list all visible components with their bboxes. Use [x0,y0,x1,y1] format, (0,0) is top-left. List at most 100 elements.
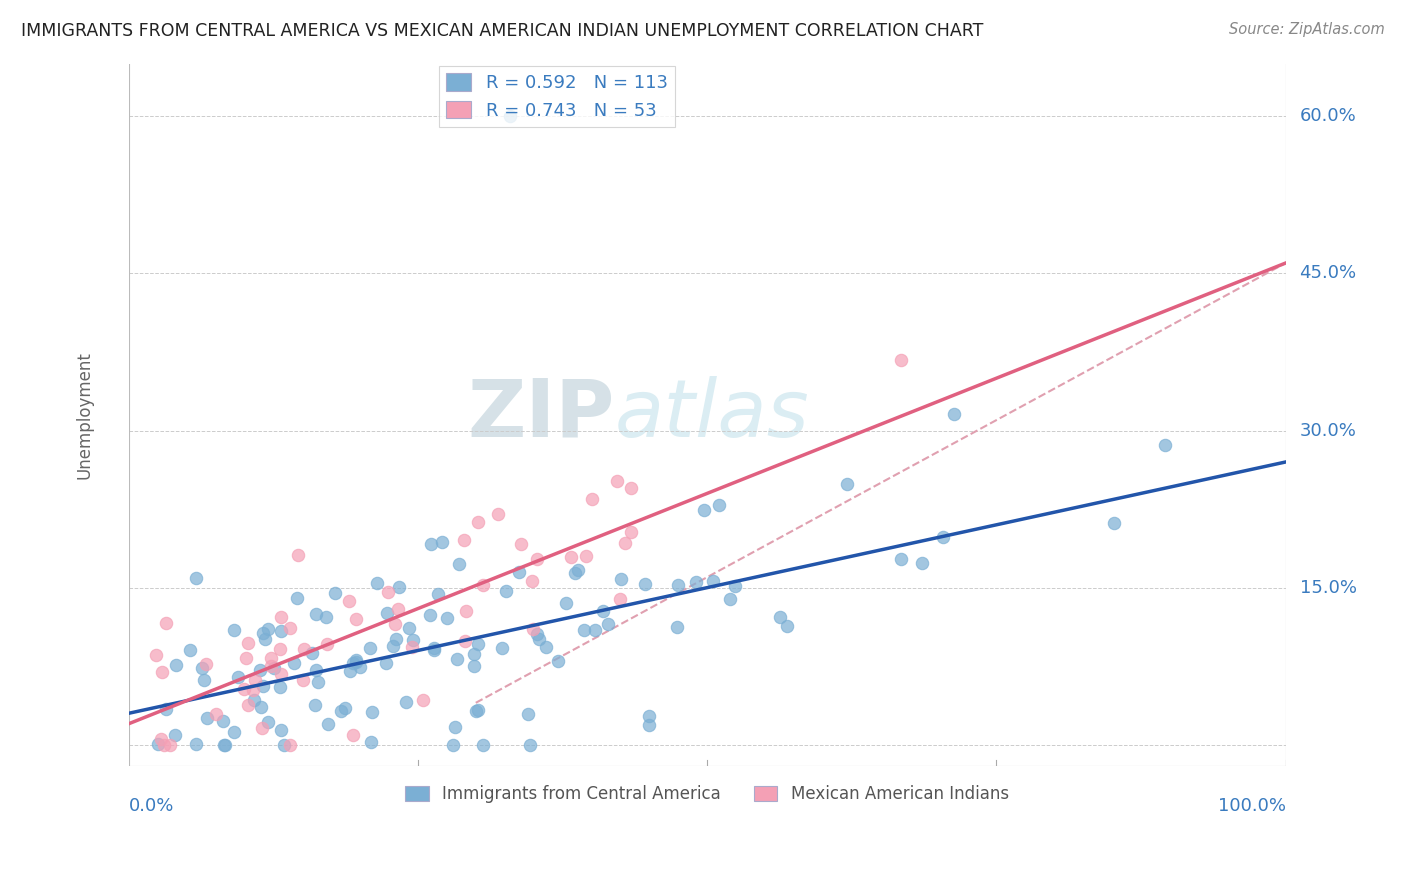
Point [179,643,201,657]
Point [344,655,367,669]
Point [620,481,643,495]
Point [395,695,418,709]
Point [269,681,291,695]
Point [270,624,292,639]
Point [620,525,643,540]
Point [150,665,173,679]
Point [463,647,485,661]
Text: 30.0%: 30.0% [1299,422,1357,440]
Point [342,656,364,670]
Point [614,536,637,550]
Point [634,577,657,591]
Point [325,586,347,600]
Point [499,110,522,124]
Point [387,602,409,616]
Text: 60.0%: 60.0% [1299,107,1357,126]
Point [447,558,470,572]
Point [226,670,249,684]
Point [269,641,291,656]
Point [307,674,329,689]
Point [359,640,381,655]
Point [256,715,278,730]
Point [257,623,280,637]
Point [384,616,406,631]
Point [534,640,557,655]
Point [335,701,357,715]
Point [382,639,405,653]
Point [486,507,509,521]
Point [254,632,277,646]
Point [520,574,543,588]
Text: 45.0%: 45.0% [1299,265,1357,283]
Point [402,633,425,648]
Point [361,705,384,719]
Point [508,565,530,579]
Point [702,574,724,588]
Point [212,714,235,728]
Point [222,724,245,739]
Point [463,659,485,673]
Point [495,584,517,599]
Point [155,702,177,716]
Point [454,634,477,648]
Point [610,572,633,586]
Point [214,738,236,752]
Point [238,698,260,713]
Point [454,604,477,618]
Legend: Immigrants from Central America, Mexican American Indians: Immigrants from Central America, Mexican… [399,779,1015,810]
Point [606,475,628,489]
Point [344,653,367,667]
Point [547,654,569,668]
Point [890,552,912,566]
Point [467,515,489,529]
Point [260,651,283,665]
Point [214,738,236,752]
Text: ZIP: ZIP [467,376,614,454]
Point [401,640,423,655]
Point [305,663,328,677]
Point [443,720,465,734]
Point [596,616,619,631]
Point [366,575,388,590]
Point [250,722,273,736]
Point [575,549,598,564]
Point [150,731,173,746]
Point [329,705,352,719]
Point [285,591,308,606]
Point [592,603,614,617]
Point [304,698,326,712]
Point [252,625,274,640]
Point [419,536,441,550]
Point [427,587,450,601]
Point [243,673,266,688]
Point [567,562,589,576]
Point [509,537,531,551]
Point [526,627,548,641]
Point [693,503,716,517]
Point [145,648,167,663]
Point [278,738,301,752]
Point [184,738,207,752]
Point [283,657,305,671]
Point [666,578,689,592]
Text: Source: ZipAtlas.com: Source: ZipAtlas.com [1229,22,1385,37]
Point [273,738,295,752]
Point [890,353,912,368]
Point [430,534,453,549]
Point [374,656,396,670]
Point [464,704,486,718]
Point [560,549,582,564]
Point [249,700,271,714]
Point [263,661,285,675]
Point [305,607,328,621]
Point [388,580,411,594]
Point [344,612,367,626]
Text: atlas: atlas [614,376,810,454]
Point [278,621,301,635]
Point [270,666,292,681]
Point [191,661,214,675]
Point [194,657,217,671]
Point [163,728,186,742]
Point [581,492,603,507]
Point [205,707,228,722]
